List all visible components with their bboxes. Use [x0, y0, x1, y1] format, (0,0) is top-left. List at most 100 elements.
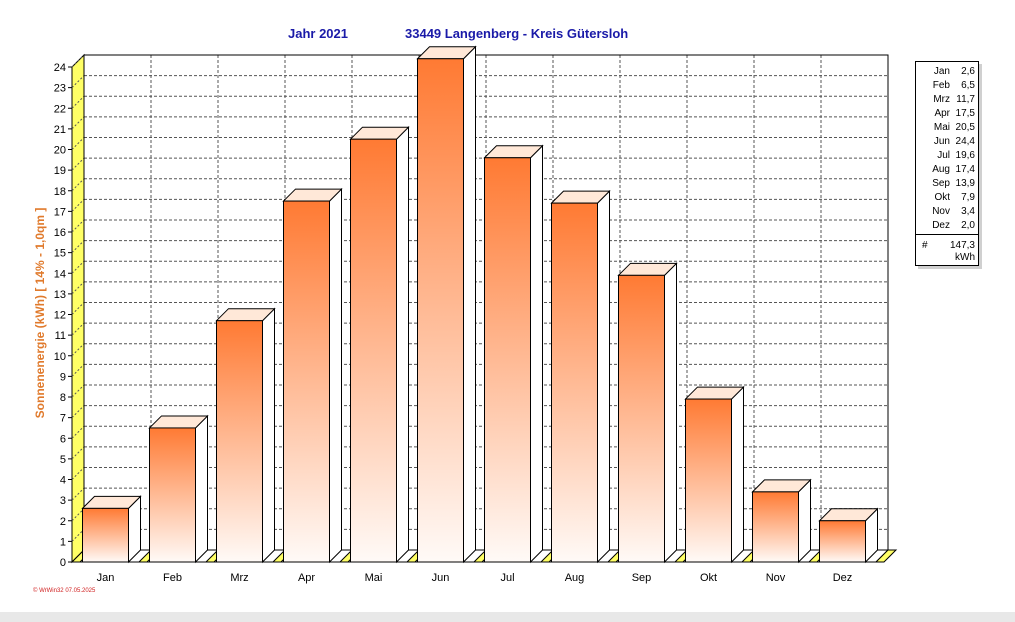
y-tick-label: 14 [54, 268, 66, 280]
bar-jan [81, 495, 142, 564]
gridline-wall [71, 529, 85, 542]
y-tick-label: 3 [60, 495, 66, 507]
bar-dez [818, 507, 879, 564]
legend-total-unit: kWh [955, 252, 975, 263]
bar-side-face [530, 144, 543, 564]
x-tick-label: Mrz [230, 572, 248, 584]
y-tick-label: 12 [54, 310, 66, 322]
bar-front-face [685, 398, 732, 563]
legend-box: Jan 2,6 Feb 6,5 Mrz 11,7 Apr 17,5 Mai 20,5 Jun 24,4… [915, 61, 979, 266]
y-tick-label: 17 [54, 206, 66, 218]
y-tick-label: 16 [54, 227, 66, 239]
bar-front-face [82, 507, 129, 563]
bar-front-face [216, 320, 263, 563]
bar-apr [282, 187, 343, 564]
legend-row: Nov 3,4 [916, 205, 978, 219]
legend-row: Sep 13,9 [916, 177, 978, 191]
bar-front-face [484, 157, 531, 563]
y-tick-label: 21 [54, 124, 66, 136]
legend-month: Mrz [933, 94, 950, 105]
y-tick-label: 13 [54, 289, 66, 301]
y-tick-label: 8 [60, 392, 66, 404]
y-tick-label: 22 [54, 103, 66, 115]
gridline-wall [71, 425, 85, 439]
bar-mai [349, 125, 410, 564]
gridline-wall [71, 54, 85, 68]
bar-front-face [283, 200, 330, 563]
bar-side-face [798, 478, 811, 564]
legend-row: Jul 19,6 [916, 149, 978, 163]
legend-month: Nov [932, 206, 950, 217]
legend-value: 24,4 [955, 136, 975, 147]
gridline-wall [71, 384, 85, 398]
y-tick-label: 10 [54, 351, 66, 363]
gridline-wall [71, 157, 85, 171]
y-tick-label: 4 [60, 475, 66, 487]
bar-side-face [597, 189, 610, 564]
legend-month: Jan [933, 66, 950, 77]
legend-row: Jun 24,4 [916, 135, 978, 149]
legend-month: Sep [932, 178, 950, 189]
legend-month: Dez [932, 220, 950, 231]
legend-month: Jul [937, 150, 950, 161]
legend-value: 20,5 [955, 122, 975, 133]
gridline-wall [71, 467, 85, 480]
y-tick-label: 24 [54, 62, 66, 74]
legend-value: 13,9 [955, 178, 975, 189]
chart-title-location: 33449 Langenberg - Kreis Gütersloh [405, 26, 629, 41]
y-tick-label: 20 [54, 145, 66, 157]
legend-row: Apr 17,5 [916, 107, 978, 121]
gridline-wall [71, 302, 85, 315]
y-tick-label: 7 [60, 413, 66, 425]
legend-total-symbol: # [922, 240, 928, 251]
legend-value: 17,4 [955, 164, 975, 175]
bar-side-face [262, 307, 275, 564]
legend-value: 7,9 [961, 192, 975, 203]
y-tick-label: 9 [60, 371, 66, 383]
bar-jul [483, 144, 544, 564]
floor-marker [874, 549, 898, 563]
bar-okt [684, 385, 745, 564]
gridline-wall [71, 137, 85, 150]
x-tick-label: Apr [298, 572, 315, 584]
bar-side-face [195, 414, 208, 564]
x-tick-label: Feb [163, 572, 182, 584]
y-tick-label: 2 [60, 516, 66, 528]
x-tick-label: Jun [432, 572, 450, 584]
legend-row: Feb 6,5 [916, 79, 978, 93]
gridline-wall [71, 508, 85, 522]
gridline-wall [71, 281, 85, 295]
bar-front-face [551, 202, 598, 563]
y-tick-label: 5 [60, 454, 66, 466]
chart-title-year: Jahr 2021 [288, 26, 348, 41]
gridline-wall [71, 95, 85, 109]
gridline-wall [71, 343, 85, 357]
y-tick-label: 23 [54, 83, 66, 95]
legend-divider [916, 234, 978, 235]
bar-mrz [215, 307, 276, 564]
legend-month: Mai [933, 122, 950, 133]
bar-side-face [329, 187, 342, 564]
legend-value: 19,6 [955, 150, 975, 161]
legend-row: Jan 2,6 [916, 65, 978, 79]
gridline-wall [71, 240, 85, 253]
x-tick-label: Mai [365, 572, 383, 584]
bar-front-face [149, 427, 196, 563]
bar-front-face [618, 274, 665, 563]
y-tick-label: 1 [60, 536, 66, 548]
y-axis-label: Sonnenenergie (kWh) [ 14% - 1,0qm ] [33, 208, 47, 419]
legend-value: 3,4 [961, 206, 975, 217]
gridline-wall [71, 219, 85, 233]
legend-month: Aug [932, 164, 950, 175]
x-tick-label: Jul [500, 572, 514, 584]
bar-front-face [819, 520, 866, 563]
gridline-wall [71, 364, 85, 377]
legend-row: Aug 17,4 [916, 163, 978, 177]
legend-value: 11,7 [956, 94, 975, 105]
y-tick-label: 6 [60, 433, 66, 445]
legend-month: Feb [932, 80, 950, 91]
legend-value: 6,5 [961, 80, 975, 91]
bar-jun [416, 45, 477, 564]
legend-month: Apr [934, 108, 950, 119]
